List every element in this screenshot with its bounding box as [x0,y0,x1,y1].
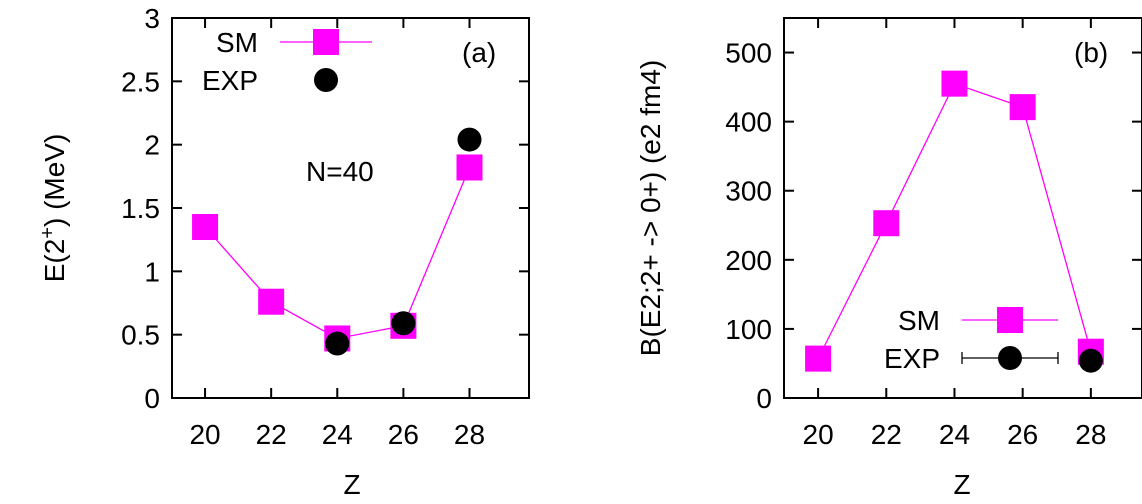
x-tick-label: 26 [1007,419,1038,450]
panel-b: 0 100 200 300 400 500 20 22 24 26 28 SM EXP (b) Z B… [635,17,1142,500]
y-tick-label: 2 [144,130,160,161]
y-tick-label: 1 [144,256,160,287]
panel-b-frame [783,17,1142,399]
data-point-sm [192,214,219,240]
panel-a-label: (a) [462,37,496,68]
legend-label: EXP [884,343,940,374]
data-point-sm [805,345,832,372]
data-point-exp [391,311,416,336]
panel-b-lines [817,82,1092,359]
panel-a-annotation: N=40 [306,156,374,187]
legend-marker-square [997,307,1023,333]
panel-a-x-axis-label: Z [343,469,360,500]
legend-marker-circle [314,68,338,92]
data-point-sm [258,288,285,315]
legend-label: EXP [202,65,258,96]
panel-a: 0 0.5 1 1.5 2 2.5 3 20 22 24 26 28 SM EXP (a) N=40 Z… [37,3,530,500]
y-tick-label: 3 [144,3,160,34]
legend-marker-circle [998,346,1022,370]
legend-marker-square [313,29,339,55]
panel-a-ticks: 0 0.5 1 1.5 2 2.5 3 20 22 24 26 28 [121,3,529,450]
legend-label: SM [216,27,258,58]
data-point-exp [457,127,482,152]
y-tick-label: 0 [756,383,772,414]
data-point-sm [456,154,483,181]
y-tick-label: 0.5 [121,320,160,351]
data-point-sm [1009,94,1036,121]
legend-label: SM [898,305,940,336]
x-tick-label: 26 [388,419,419,450]
panel-a-lines [204,167,471,340]
x-tick-label: 20 [189,419,220,450]
y-tick-label: 100 [725,314,772,345]
panel-a-marks [192,127,483,356]
x-tick-label: 22 [871,419,902,450]
x-tick-label: 24 [322,419,353,450]
panel-a-legend: SM EXP [202,27,372,96]
data-point-sm [941,70,968,97]
y-tick-label: 0 [144,383,160,414]
x-tick-label: 22 [256,419,287,450]
panel-a-y-axis-label: E(2+) (MeV) [37,134,70,283]
y-tick-label: 300 [725,176,772,207]
panel-b-label: (b) [1074,37,1108,68]
data-point-exp [1078,348,1103,373]
panel-b-ticks: 0 100 200 300 400 500 20 22 24 26 28 [725,18,1142,450]
panel-b-legend: SM EXP [884,305,1059,374]
x-tick-label: 28 [454,419,485,450]
x-tick-label: 20 [803,419,834,450]
panel-b-x-axis-label: Z [953,469,970,500]
data-point-exp [325,331,350,356]
series-line-sm [817,82,1092,359]
series-line-sm [204,167,471,340]
y-tick-label: 400 [725,107,772,138]
y-tick-label: 2.5 [121,66,160,97]
data-point-sm [873,210,900,237]
panel-b-y-axis-label: B(E2;2+ -> 0+) (e2 fm4) [635,60,666,356]
y-tick-label: 500 [725,38,772,69]
x-tick-label: 24 [939,419,970,450]
x-tick-label: 28 [1075,419,1106,450]
y-tick-label: 200 [725,245,772,276]
panel-b-marks [805,70,1104,373]
y-tick-label: 1.5 [121,193,160,224]
